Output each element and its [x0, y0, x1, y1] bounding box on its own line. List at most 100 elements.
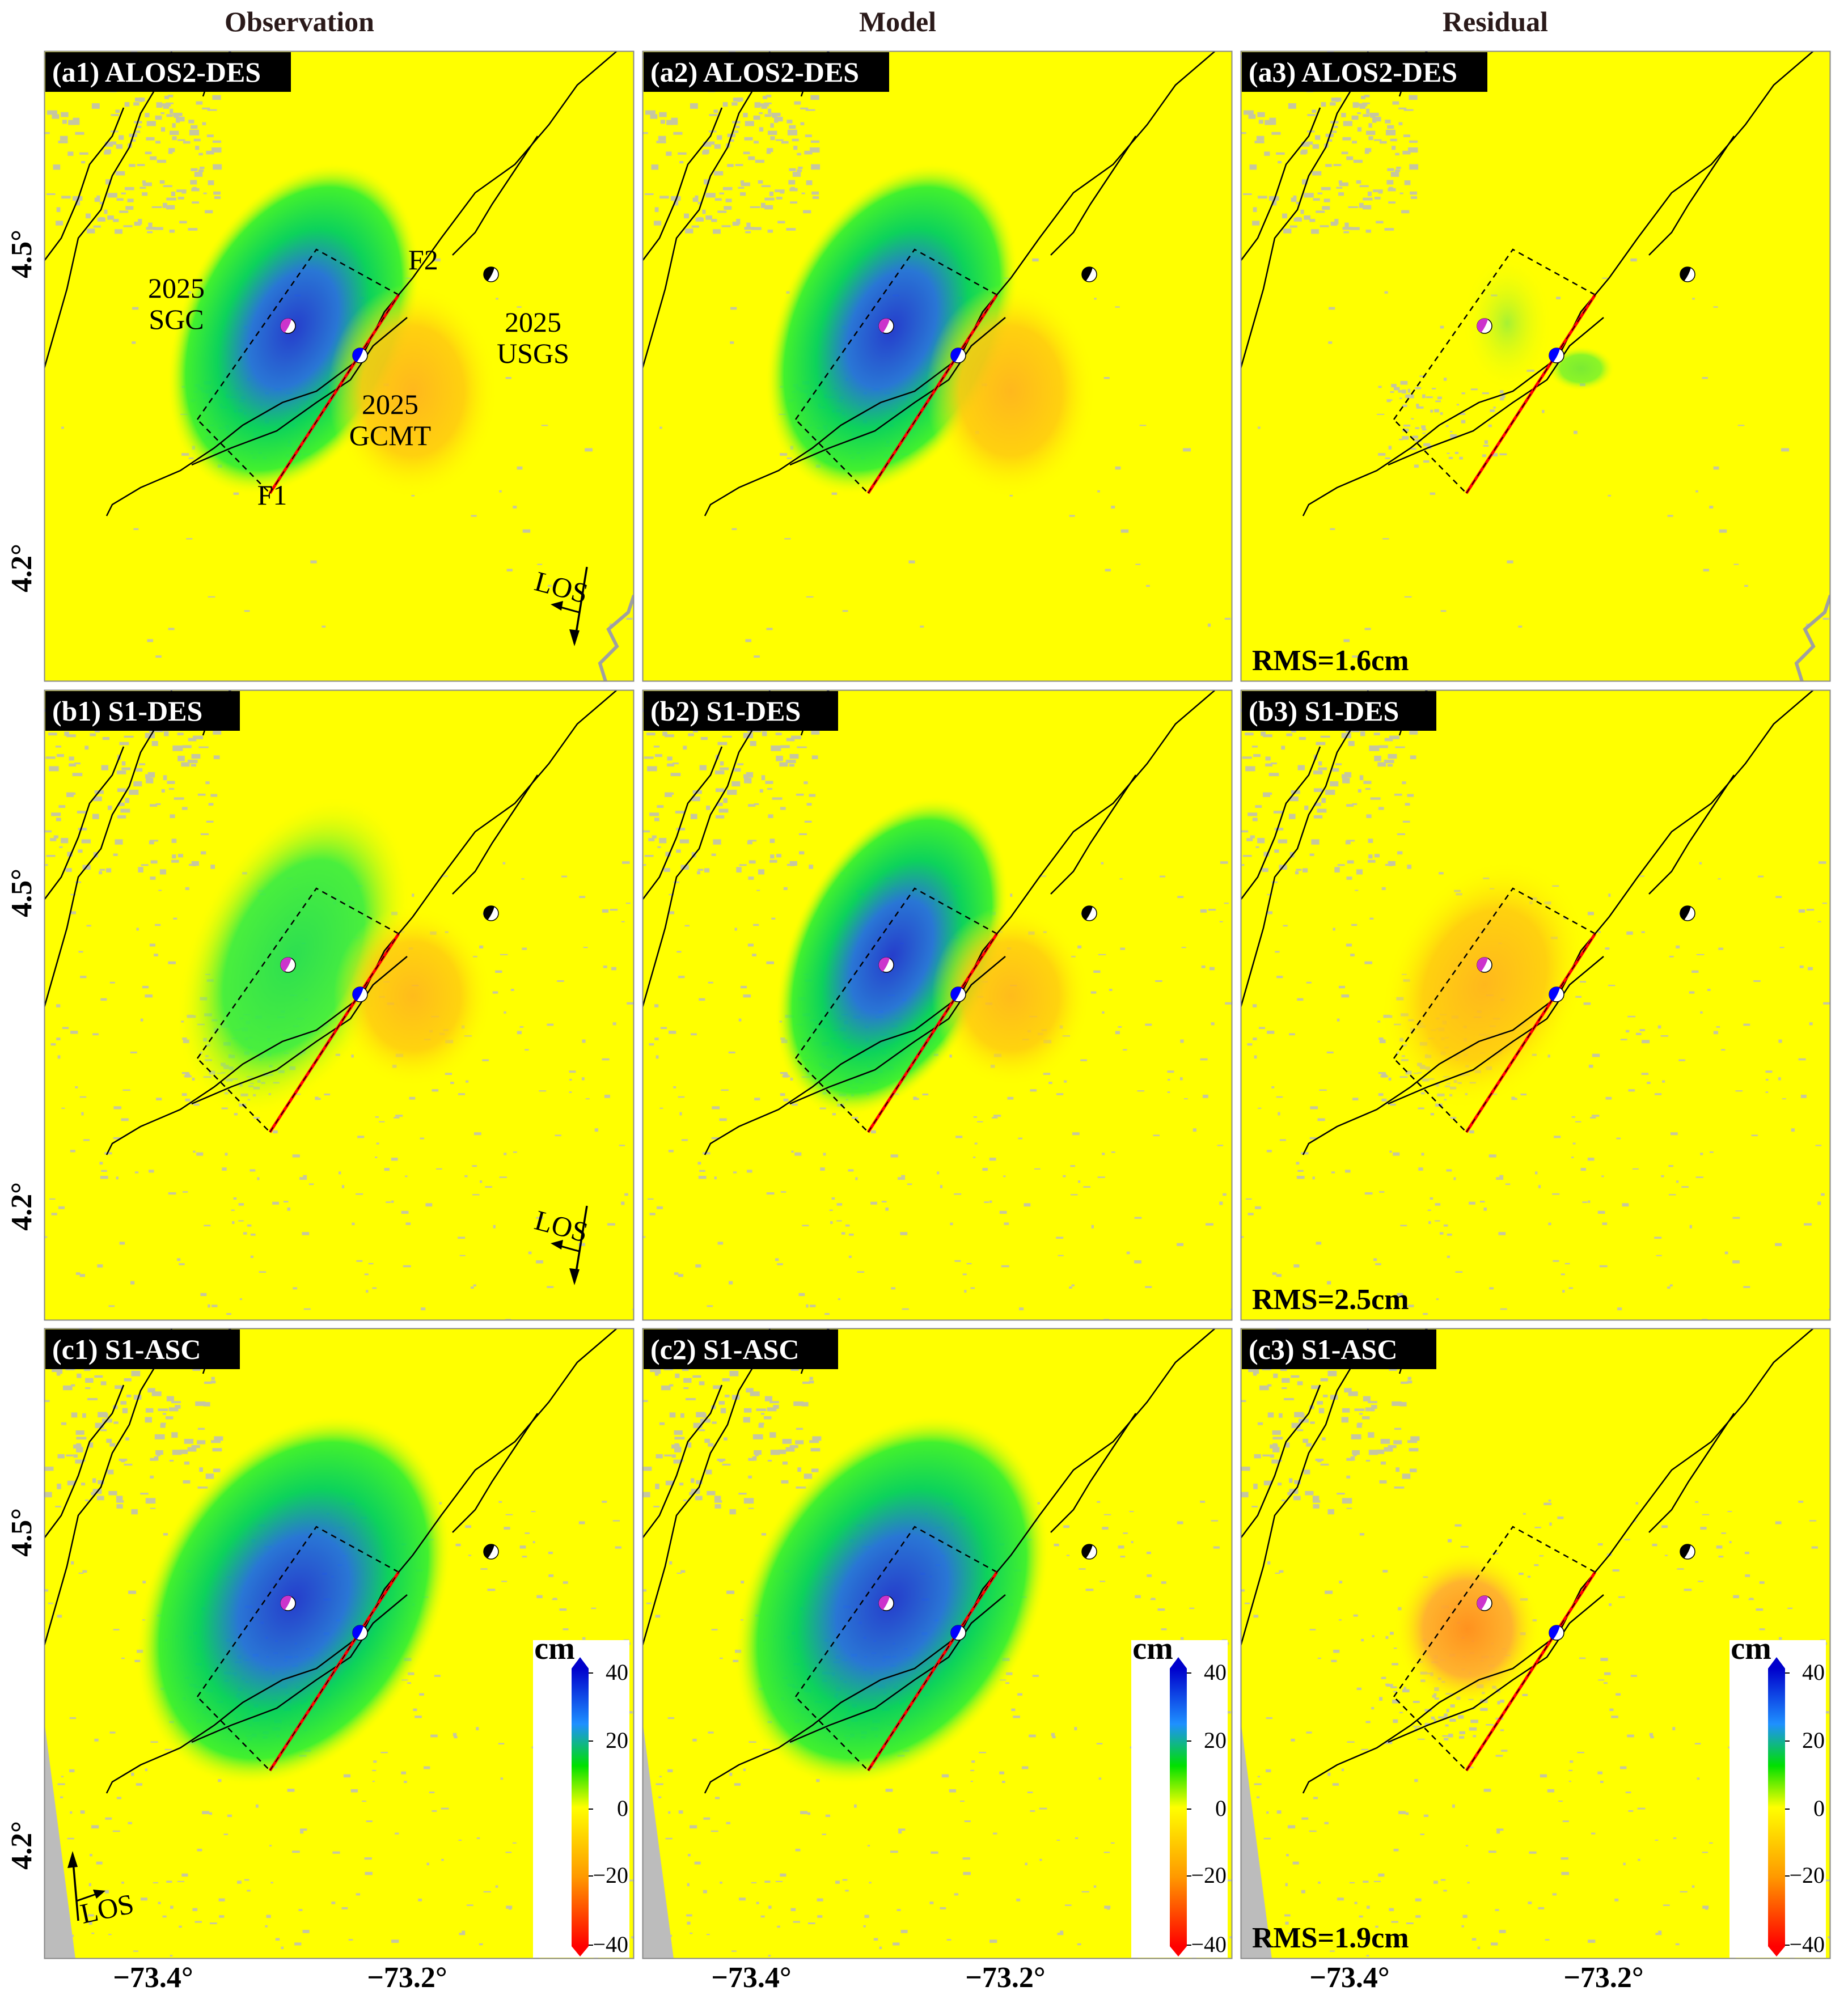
gcmt-beachball-icon [950, 986, 966, 1002]
no-data-corner [1241, 1721, 1272, 1959]
fault-model-top-edge-dash [1466, 294, 1596, 494]
column-title-residual: Residual [1443, 6, 1548, 37]
usgs-beachball-icon [483, 905, 499, 921]
fault-trace-west-2 [642, 107, 723, 261]
y-tick-row3-bottom: 4.2° [6, 1821, 38, 1870]
fault-trace-west-1 [44, 1328, 173, 1646]
x-tick-col3-right: −73.2° [1563, 1962, 1643, 1994]
colorbar: cm 40 20 0 −20 −40 [1729, 1631, 1826, 1958]
fault-trace-west-1 [642, 1328, 771, 1646]
fault-trace-splay [452, 1413, 539, 1533]
panel-frame [1240, 689, 1831, 1321]
panel-frame [642, 1328, 1233, 1959]
fault-trace-west-1 [1241, 51, 1369, 369]
colorbar-tick-label: −20 [593, 1862, 628, 1888]
colorbar-unit: cm [534, 1631, 575, 1666]
fault-trace-west-1 [1241, 690, 1369, 1008]
colorbar-tick-label: 0 [1215, 1795, 1227, 1821]
usgs-beachball-icon [1081, 905, 1097, 921]
panel-frame [44, 689, 635, 1321]
panel-frame [44, 1328, 635, 1959]
panel-label-b3: (b3) S1-DES [1242, 691, 1436, 731]
panel-grid: (a1) ALOS2-DES2025SGCF22025USGS2025GCMTF… [44, 50, 1831, 1959]
panel-label-a3: (a3) ALOS2-DES [1242, 52, 1487, 92]
no-data-corner [44, 1721, 75, 1959]
fault-trace-west-1 [44, 690, 173, 1008]
fault-traces [642, 51, 1216, 516]
y-axis-labels: 4.5° 4.2° 4.5° 4.2° 4.5° 4.2° [6, 230, 38, 1870]
fault-model-top-edge-dash [269, 294, 399, 494]
sgc-beachball-icon [1477, 318, 1492, 334]
fault-trace-south [1388, 956, 1604, 1105]
panel-label-text: (c2) S1-ASC [650, 1333, 799, 1365]
deformation-signal [775, 796, 1090, 1117]
fault-trace-south [789, 1594, 1006, 1743]
x-tick-col2-right: −73.2° [965, 1962, 1045, 1994]
y-tick-row1-top: 4.5° [6, 230, 38, 278]
fault-trace-west-2 [44, 746, 125, 900]
y-tick-row3-top: 4.5° [6, 1508, 38, 1557]
panel-label-text: (b3) S1-DES [1249, 695, 1399, 727]
sgc-beachball-icon [280, 957, 296, 973]
usgs-beachball-icon [1680, 905, 1695, 921]
sgc-name-label: SGC [149, 303, 204, 335]
colorbar-tick-label: 0 [617, 1795, 628, 1821]
low-coherence-area [1241, 1329, 1830, 1959]
gcmt-beachball-icon [1549, 986, 1564, 1002]
subsidence-lobe [932, 905, 1090, 1087]
panel-label-a1: (a1) ALOS2-DES [45, 52, 291, 92]
colorbar-tick-label: 20 [1204, 1727, 1227, 1753]
colorbar-tick-label: −40 [1789, 1932, 1825, 1957]
fault-f1-label: F1 [257, 479, 287, 511]
sgc-beachball-icon [280, 1595, 296, 1611]
panel-frame [1240, 50, 1831, 682]
colorbar-top-triangle [1768, 1657, 1785, 1668]
river [1794, 595, 1830, 681]
subsidence-lobe [333, 905, 492, 1087]
fault-model-top-edge-dash [1466, 1572, 1596, 1771]
colorbar-tick-label: 40 [1802, 1659, 1825, 1685]
fault-trace-south [191, 1594, 408, 1743]
panel-label-text: (a3) ALOS2-DES [1249, 56, 1457, 88]
colorbar-gradient [1170, 1668, 1187, 1946]
sgc-beachball-icon [1477, 1595, 1492, 1611]
fault-trace-west-1 [44, 51, 173, 369]
colorbar-gradient [1768, 1668, 1785, 1946]
sgc-beachball-icon [878, 318, 894, 334]
fault-model-top-edge-dash [868, 294, 997, 494]
colorbar-tick-label: 20 [606, 1727, 628, 1753]
sgc-beachball-icon [1477, 957, 1492, 973]
river [598, 595, 634, 681]
fault-trace-splay [1648, 774, 1735, 895]
subsidence-lobe [926, 283, 1096, 499]
y-tick-row1-bottom: 4.2° [6, 544, 38, 592]
sgc-beachball-icon [280, 318, 296, 334]
usgs-beachball-icon [483, 1544, 499, 1560]
deformation-signal [1381, 859, 1588, 1110]
panel-label-a2: (a2) ALOS2-DES [644, 52, 889, 92]
panel-label-c3: (c3) S1-ASC [1242, 1329, 1436, 1369]
panel-label-text: (c1) S1-ASC [52, 1333, 201, 1365]
panel-label-b2: (b2) S1-DES [644, 691, 838, 731]
fault-trace-west-2 [1241, 1384, 1321, 1539]
map-panel-a3: (a3) ALOS2-DES RMS=1.6cm [1240, 50, 1831, 682]
usgs-beachball-icon [1081, 266, 1097, 282]
fault-f2-label: F2 [408, 244, 438, 276]
fault-trace-west-1 [642, 51, 771, 369]
fault-trace-west-2 [1241, 107, 1321, 261]
fault-trace-splay [1050, 774, 1137, 895]
colorbar-bottom-triangle [572, 1946, 589, 1956]
y-tick-row2-bottom: 4.2° [6, 1182, 38, 1231]
usgs-name-label: USGS [497, 337, 569, 369]
panel-frame [642, 689, 1233, 1321]
fault-model-top-edge-dash [868, 933, 997, 1133]
deformation-signal [1462, 255, 1615, 391]
fault-trace-west-2 [642, 1384, 723, 1539]
panel-label-text: (a2) ALOS2-DES [650, 56, 859, 88]
rms-value: RMS=1.6cm [1252, 645, 1409, 677]
panel-label-text: (c3) S1-ASC [1249, 1333, 1397, 1365]
fault-model-top-edge-dash [269, 933, 399, 1133]
